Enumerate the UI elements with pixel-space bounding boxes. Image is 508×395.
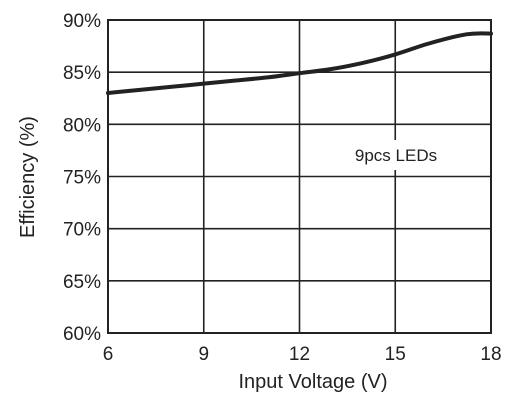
y-tick-label: 80% bbox=[63, 115, 101, 136]
plot-frame bbox=[107, 19, 492, 334]
x-tick-label: 9 bbox=[198, 344, 209, 365]
y-tick-labels: 90% 85% 80% 75% 70% 65% 60% bbox=[63, 11, 101, 345]
x-tick-label: 15 bbox=[385, 344, 406, 365]
y-tick-label: 90% bbox=[63, 11, 101, 32]
y-tick-label: 65% bbox=[63, 272, 101, 293]
y-tick-label: 75% bbox=[63, 168, 101, 189]
efficiency-curve bbox=[106, 31, 493, 95]
y-tick-label: 70% bbox=[63, 220, 101, 241]
y-tick-label: 60% bbox=[63, 324, 101, 345]
x-tick-labels: 6 9 12 15 18 bbox=[103, 344, 502, 365]
x-tick-label: 18 bbox=[480, 344, 501, 365]
annotation-background bbox=[336, 140, 456, 170]
x-axis-label: Input Voltage (V) bbox=[239, 371, 388, 393]
grid-lines bbox=[108, 20, 491, 333]
x-tick-label: 6 bbox=[103, 344, 114, 365]
x-tick-label: 12 bbox=[289, 344, 310, 365]
y-tick-label: 85% bbox=[63, 63, 101, 84]
annotation-label: 9pcs LEDs bbox=[355, 146, 437, 165]
y-axis-label: Efficiency (%) bbox=[17, 116, 39, 238]
